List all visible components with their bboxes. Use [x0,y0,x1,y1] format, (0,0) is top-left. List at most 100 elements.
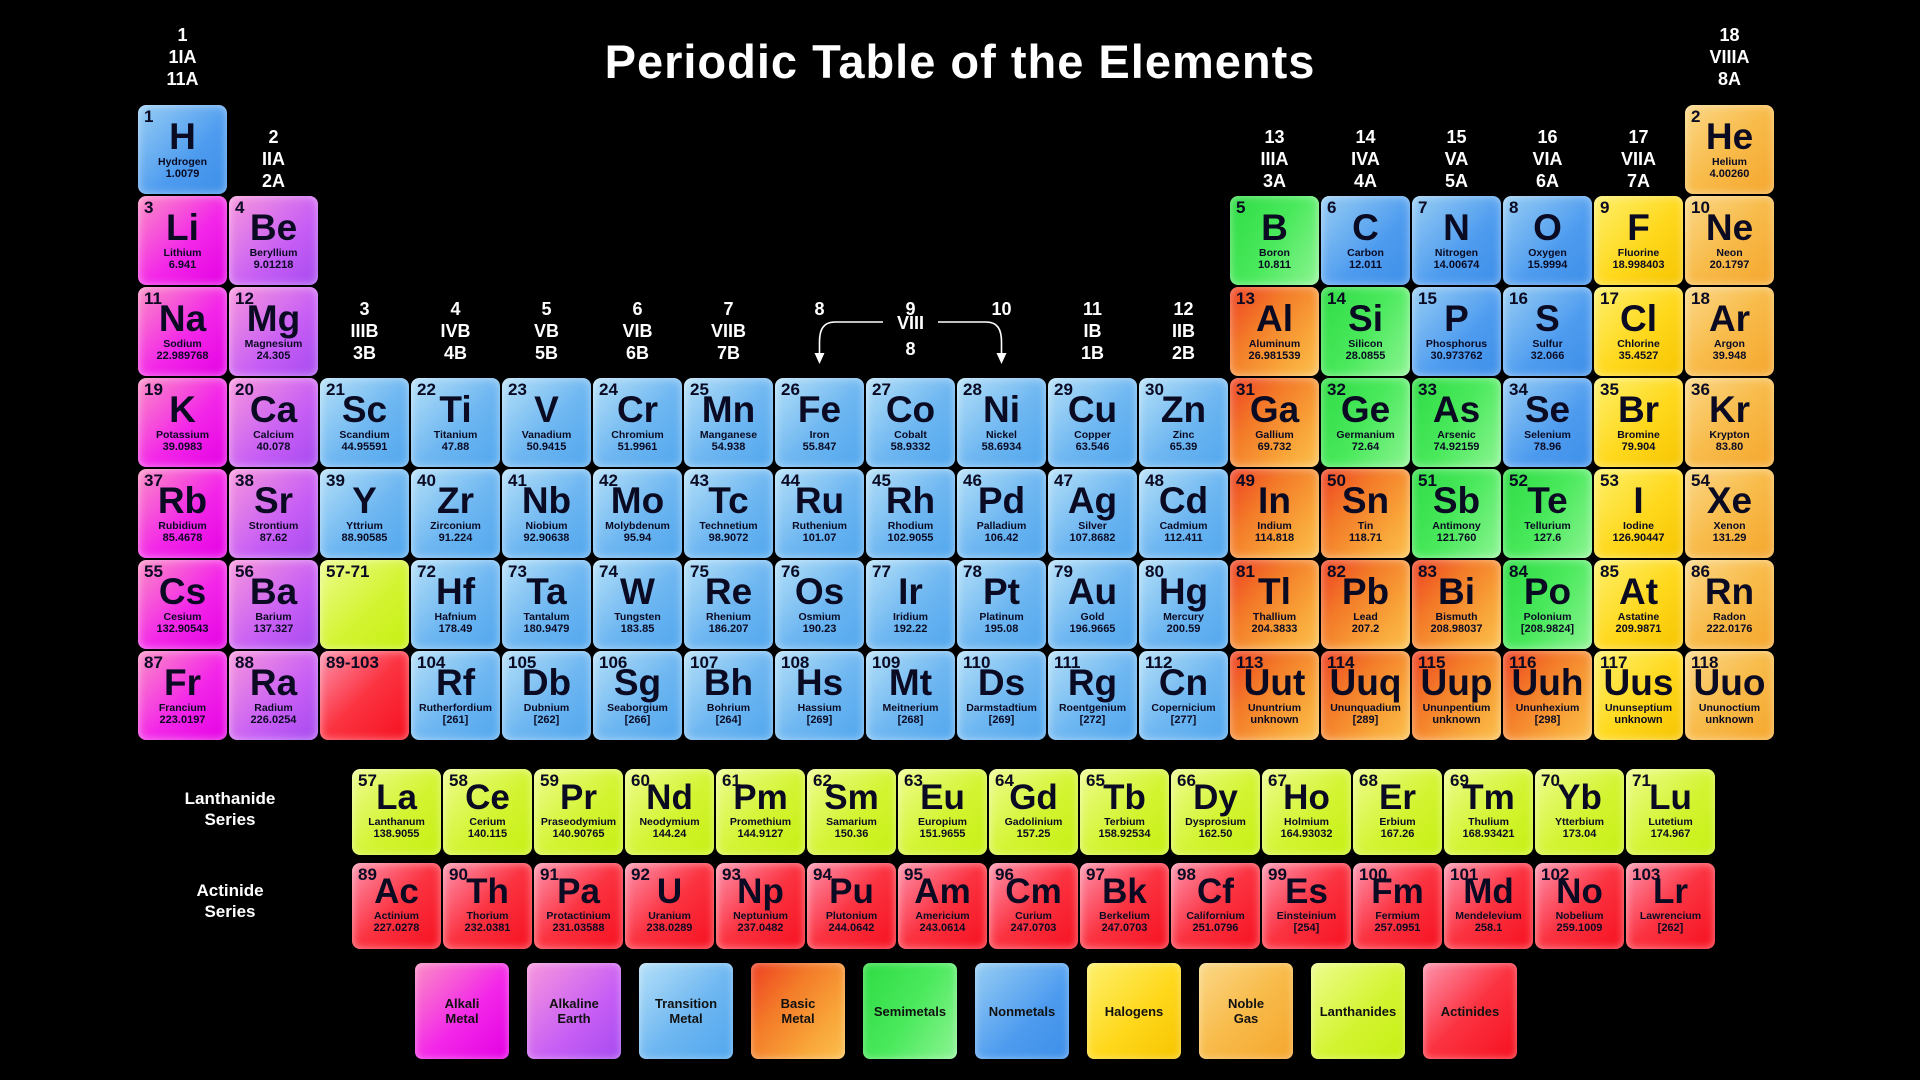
element-symbol: Dy [1193,778,1238,817]
atomic-number: 31 [1236,380,1255,399]
atomic-number: 51 [1418,471,1437,490]
atomic-number: 48 [1145,471,1164,490]
element-cell-Pt: 78 Pt Platinum 195.08 [956,559,1047,650]
atomic-number: 110 [963,653,991,672]
element-cell-Ti: 22 Ti Titanium 47.88 [410,377,501,468]
element-name: Fermium [1375,910,1420,922]
element-name: Actinium [374,910,419,922]
element-cell-Sc: 21 Sc Scandium 44.95591 [319,377,410,468]
atomic-mass: 244.0642 [828,922,875,934]
element-name: Silver [1078,520,1107,532]
atomic-mass: [266] [624,714,651,726]
element-cell-Rn: 86 Rn Radon 222.0176 [1684,559,1775,650]
element-name: Phosphorus [1425,338,1488,350]
atomic-number: 80 [1145,562,1164,581]
element-symbol: Uuh [1511,662,1584,703]
atomic-number: 97 [1086,865,1105,884]
element-symbol: Uuo [1693,662,1766,703]
atomic-number: 52 [1509,471,1528,490]
atomic-mass: [262] [533,714,560,726]
element-cell-S: 16 S Sulfur 32.066 [1502,286,1593,377]
atomic-number: 41 [508,471,527,490]
atomic-mass: 28.0855 [1345,350,1386,362]
group-viii-label: VIII [897,313,924,333]
element-name: Seaborgium [607,702,668,714]
element-name: Bromine [1617,429,1660,441]
element-cell-Na: 11 Na Sodium 22.989768 [137,286,228,377]
element-symbol: He [1705,116,1754,157]
atomic-number: 87 [144,653,163,672]
group-header-line: IIB [1171,321,1195,341]
element-cell-Cr: 24 Cr Chromium 51.9961 [592,377,683,468]
atomic-mass: 195.08 [984,623,1019,635]
atomic-mass: 95.94 [623,532,652,544]
atomic-number: 109 [872,653,901,672]
legend-label: Actinides [1440,1003,1500,1019]
group-header-line: 9 [905,299,916,319]
element-name: Sulfur [1532,338,1563,350]
element-name: Berkelium [1099,910,1150,922]
atomic-number: 85 [1600,562,1619,581]
element-cell-Ce: 58 Ce Cerium 140.115 [442,768,533,856]
element-cell-Al: 13 Al Aluminum 26.981539 [1229,286,1320,377]
atomic-number: 13 [1236,289,1255,308]
element-symbol: Be [249,207,298,248]
group-header-line: 10 [991,299,1012,319]
element-name: Rhenium [706,611,751,623]
element-cell-Sg: 106 Sg Seaborgium [266] [592,650,683,741]
group-header-line: 4 [450,299,461,319]
element-symbol: Mn [701,389,756,430]
group-header-line: 15 [1446,127,1467,147]
element-cell-Zr: 40 Zr Zirconium 91.224 [410,468,501,559]
atomic-number: 23 [508,380,527,399]
atomic-number: 78 [963,562,982,581]
atomic-mass: 137.327 [253,623,294,635]
legend-label: Semimetals [873,1003,947,1019]
element-name: Roentgenium [1058,702,1127,714]
element-name: Astatine [1617,611,1660,623]
element-cell-Sb: 51 Sb Antimony 121.760 [1411,468,1502,559]
element-name: Carbon [1347,247,1384,259]
element-name: Titanium [433,429,478,441]
atomic-mass: 112.411 [1164,532,1203,544]
element-symbol: Cn [1158,662,1209,703]
element-cell-Ru: 44 Ru Ruthenium 101.07 [774,468,865,559]
element-cell-Ne: 10 Ne Neon 20.1797 [1684,195,1775,286]
legend-label: Alkali Metal [444,996,480,1026]
atomic-mass: 151.9655 [919,828,966,840]
atomic-number: 60 [631,771,650,790]
atomic-mass: 204.3833 [1251,623,1298,635]
group-header-line: 16 [1537,127,1558,147]
atomic-number: 22 [417,380,436,399]
element-symbol: Hg [1158,571,1209,612]
atomic-mass: [289] [1352,714,1379,726]
legend-label: Transition Metal [654,996,718,1026]
atomic-mass: unknown [1614,714,1663,726]
element-symbol: Zr [437,480,474,521]
atomic-mass: 231.03588 [552,922,605,934]
element-cell-Re: 75 Re Rhenium 186.207 [683,559,774,650]
element-cell-Uuh: 116 Uuh Ununhexium [298] [1502,650,1593,741]
element-name: Yttrium [346,520,383,532]
element-symbol: Ne [1705,207,1754,248]
group-header-2: 2 IIA 2A [228,126,319,192]
atomic-mass: 35.4527 [1618,350,1659,362]
group-header-12: 12 IIB 2B [1138,298,1229,364]
element-name: Potassium [155,429,210,441]
element-name: Strontium [248,520,299,532]
lanthanide-series-grid: 57 La Lanthanum 138.9055 58 Ce Cerium 140.115 59… [351,768,1716,856]
element-symbol: Sb [1432,480,1481,521]
atomic-number: 64 [995,771,1014,790]
element-name: Dysprosium [1185,816,1246,828]
element-cell-Ar: 18 Ar Argon 39.948 [1684,286,1775,377]
group-header-line: 2 [268,127,279,147]
element-name: Terbium [1104,816,1145,828]
element-cell-In: 49 In Indium 114.818 [1229,468,1320,559]
element-cell-Zn: 30 Zn Zinc 65.39 [1138,377,1229,468]
element-name: Aluminum [1248,338,1301,350]
element-cell-Fr: 87 Fr Francium 223.0197 [137,650,228,741]
atomic-number: 111 [1054,653,1081,672]
element-name: Meitnerium [882,702,939,714]
element-symbol: Ag [1067,480,1118,521]
element-symbol: Hs [795,662,844,703]
